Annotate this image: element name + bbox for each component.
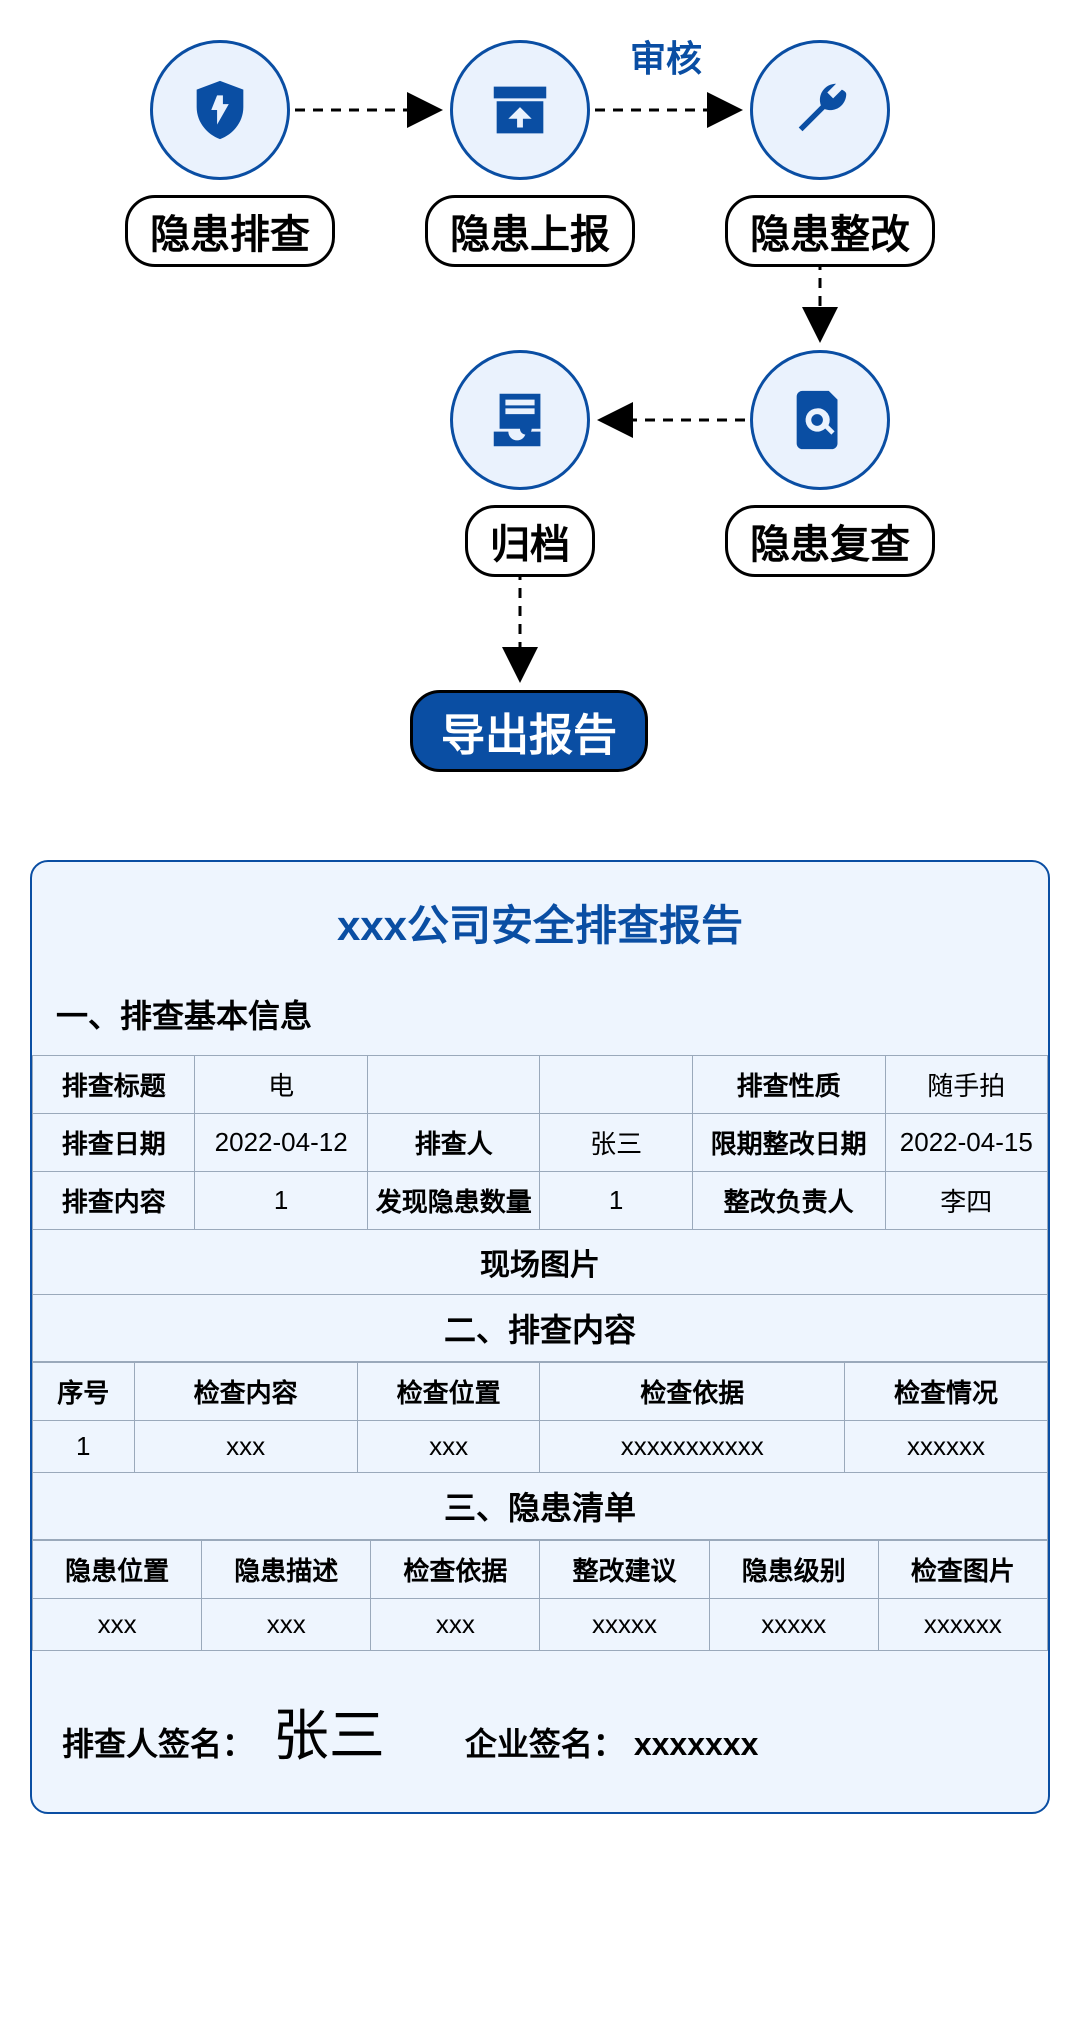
lbl-nature: 排查性质 — [692, 1056, 885, 1114]
val-owner: 李四 — [885, 1172, 1047, 1230]
val-person: 张三 — [540, 1114, 692, 1172]
c-col-1: 检查内容 — [134, 1363, 357, 1421]
node-archive-label: 归档 — [465, 505, 595, 577]
node-archive — [450, 350, 590, 490]
section-2-heading: 二、排查内容 — [33, 1295, 1048, 1362]
shield-bolt-icon — [185, 75, 255, 145]
edge-label-audit: 审核 — [630, 30, 702, 82]
hazard-table: 隐患位置 隐患描述 检查依据 整改建议 隐患级别 检查图片 xxx xxx xx… — [32, 1540, 1048, 1651]
node-recheck-label: 隐患复查 — [725, 505, 935, 577]
section-1-heading: 一、排查基本信息 — [32, 981, 1048, 1055]
box-up-icon — [485, 75, 555, 145]
node-recheck — [750, 350, 890, 490]
tray-doc-icon — [485, 385, 555, 455]
val-deadline: 2022-04-15 — [885, 1114, 1047, 1172]
val-title: 电 — [195, 1056, 368, 1114]
h-col-0: 隐患位置 — [33, 1541, 202, 1599]
lbl-person: 排查人 — [367, 1114, 540, 1172]
wrench-icon — [785, 75, 855, 145]
section-3-heading: 三、隐患清单 — [33, 1473, 1048, 1540]
lbl-content: 排查内容 — [33, 1172, 195, 1230]
node-inspect — [150, 40, 290, 180]
workflow-diagram: 隐患排查 隐患上报 审核 隐患整改 隐患复查 归档 导出报告 — [0, 0, 1080, 820]
content-table: 序号 检查内容 检查位置 检查依据 检查情况 1 xxx xxx xxxxxxx… — [32, 1362, 1048, 1540]
c-col-0: 序号 — [33, 1363, 135, 1421]
h-col-3: 整改建议 — [540, 1541, 709, 1599]
h-col-2: 检查依据 — [371, 1541, 540, 1599]
lbl-count: 发现隐患数量 — [367, 1172, 540, 1230]
h-col-5: 检查图片 — [878, 1541, 1047, 1599]
basic-info-table: 排查标题 电 排查性质 随手拍 排查日期 2022-04-12 排查人 张三 限… — [32, 1055, 1048, 1362]
lbl-deadline: 限期整改日期 — [692, 1114, 885, 1172]
lbl-title: 排查标题 — [33, 1056, 195, 1114]
c-col-3: 检查依据 — [540, 1363, 845, 1421]
lbl-date: 排查日期 — [33, 1114, 195, 1172]
report-card: xxx公司安全排查报告 一、排查基本信息 排查标题 电 排查性质 随手拍 排查日… — [30, 860, 1050, 1814]
inspector-sig-label: 排查人签名： — [62, 1726, 254, 1762]
val-content: 1 — [195, 1172, 368, 1230]
company-sig-label: 企业签名： — [465, 1726, 625, 1762]
node-inspect-label: 隐患排查 — [125, 195, 335, 267]
node-rectify — [750, 40, 890, 180]
h-col-1: 隐患描述 — [202, 1541, 371, 1599]
val-nature: 随手拍 — [885, 1056, 1047, 1114]
table-row: xxx xxx xxx xxxxx xxxxx xxxxxx — [33, 1599, 1048, 1651]
lbl-photos: 现场图片 — [33, 1230, 1048, 1295]
h-col-4: 隐患级别 — [709, 1541, 878, 1599]
val-count: 1 — [540, 1172, 692, 1230]
table-row: 1 xxx xxx xxxxxxxxxxx xxxxxx — [33, 1421, 1048, 1473]
doc-search-icon — [785, 385, 855, 455]
node-report-label: 隐患上报 — [425, 195, 635, 267]
company-sig-value: xxxxxxx — [634, 1726, 759, 1762]
node-rectify-label: 隐患整改 — [725, 195, 935, 267]
node-report — [450, 40, 590, 180]
val-date: 2022-04-12 — [195, 1114, 368, 1172]
export-report-button[interactable]: 导出报告 — [410, 690, 648, 772]
report-title: xxx公司安全排查报告 — [32, 892, 1048, 953]
inspector-sig-value: 张三 — [273, 1706, 385, 1768]
signature-row: 排查人签名： 张三 企业签名： xxxxxxx — [32, 1651, 1048, 1782]
c-col-2: 检查位置 — [357, 1363, 540, 1421]
lbl-owner: 整改负责人 — [692, 1172, 885, 1230]
c-col-4: 检查情况 — [844, 1363, 1047, 1421]
